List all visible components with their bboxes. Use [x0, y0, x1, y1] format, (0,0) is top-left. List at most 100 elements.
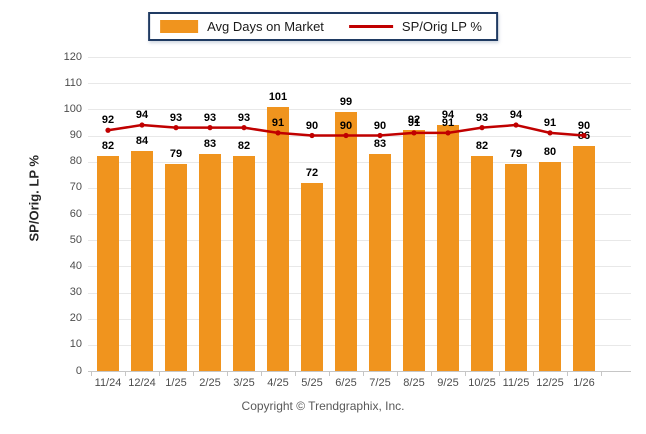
bar-value-label: 101 [268, 90, 288, 103]
bar-value-label: 80 [543, 145, 557, 158]
y-tick-label: 60 [69, 207, 82, 220]
gridline [88, 161, 631, 163]
bar-value-label: 79 [169, 148, 183, 161]
x-tick-mark [193, 372, 194, 376]
bar-value-label: 84 [135, 135, 149, 148]
line-value-label: 90 [339, 119, 353, 132]
x-axis-label: 8/25 [403, 377, 425, 389]
line-point [513, 122, 519, 128]
line-point [241, 125, 247, 131]
x-axis-label: 12/24 [128, 377, 156, 389]
gridline [88, 57, 631, 58]
line-value-label: 93 [169, 111, 183, 124]
line-series-label: SP/Orig LP % [401, 19, 482, 34]
bar-3/25 [233, 156, 255, 371]
gridline [88, 214, 631, 215]
x-tick-mark [397, 372, 398, 376]
line-value-label: 93 [203, 111, 217, 124]
x-tick-mark [261, 372, 262, 376]
x-axis-line [88, 371, 631, 372]
bar-value-label: 92 [407, 114, 421, 127]
line-point [411, 130, 417, 136]
line-value-label: 92 [101, 114, 115, 127]
line-series-swatch-icon [348, 25, 393, 28]
gridline [88, 109, 631, 111]
x-axis-label: 3/25 [233, 377, 255, 389]
bar-value-label: 82 [101, 140, 115, 153]
x-axis-label: 9/25 [437, 377, 459, 389]
y-tick-label: 100 [63, 102, 82, 115]
x-tick-mark [465, 372, 466, 376]
line-point [581, 132, 587, 139]
gridline [88, 292, 631, 294]
x-tick-mark [295, 372, 296, 376]
x-axis-label: 2/25 [199, 377, 221, 389]
bar-1/25 [165, 164, 187, 371]
gridline [88, 318, 631, 320]
bar-value-label: 82 [475, 140, 489, 153]
bar-6/25 [335, 111, 357, 371]
line-value-label: 94 [509, 109, 523, 122]
x-axis-label: 4/25 [267, 377, 289, 389]
line-point [173, 125, 179, 131]
y-tick-label: 40 [69, 259, 82, 272]
bar-8/25 [403, 130, 425, 371]
y-tick-label: 30 [69, 286, 82, 298]
x-axis-label: 12/25 [536, 377, 564, 389]
gridline [88, 266, 631, 268]
line-value-label: 90 [305, 119, 319, 132]
x-tick-mark [159, 372, 160, 376]
gridline [88, 344, 631, 346]
line-point [309, 132, 315, 139]
bar-2/25 [199, 153, 221, 371]
x-tick-mark [363, 372, 364, 376]
y-tick-label: 50 [69, 233, 82, 246]
x-axis-label: 7/25 [369, 377, 391, 389]
bar-value-label: 72 [305, 166, 319, 179]
x-axis-label: 6/25 [335, 377, 357, 389]
line-point [377, 132, 383, 139]
bar-5/25 [301, 182, 323, 371]
line-point [207, 125, 213, 131]
line-point [343, 132, 349, 139]
line-point [479, 125, 485, 131]
bar-series-label: Avg Days on Market [207, 19, 324, 34]
line-value-label: 91 [441, 116, 455, 129]
gridline [88, 240, 631, 242]
bar-value-label: 94 [441, 109, 455, 122]
line-value-label: 94 [135, 109, 149, 122]
line-value-label: 91 [271, 116, 285, 129]
y-tick-label: 10 [69, 338, 82, 351]
line-value-label: 93 [237, 111, 251, 124]
bar-11/25 [505, 164, 527, 371]
y-tick-label: 70 [69, 181, 82, 194]
x-tick-mark [499, 372, 500, 376]
bar-4/25 [267, 106, 289, 371]
copyright-text: Copyright © Trendgraphix, Inc. [241, 399, 405, 413]
chart-legend: Avg Days on Market SP/Orig LP % [148, 12, 498, 41]
x-tick-mark [329, 372, 330, 376]
line-point [105, 127, 111, 133]
bar-value-label: 83 [373, 137, 387, 150]
y-tick-label: 120 [63, 50, 82, 63]
bar-value-label: 99 [339, 95, 353, 108]
y-tick-label: 80 [69, 155, 82, 168]
line-value-label: 91 [543, 116, 557, 129]
y-tick-label: 0 [75, 364, 82, 377]
x-tick-mark [125, 372, 126, 376]
x-axis-label: 5/25 [301, 377, 323, 389]
x-axis-label: 11/25 [502, 377, 530, 389]
bar-7/25 [369, 153, 391, 371]
line-point [547, 130, 553, 136]
line-value-label: 90 [373, 119, 387, 132]
x-axis-label: 10/25 [468, 377, 496, 389]
bar-11/24 [97, 156, 119, 371]
bar-10/25 [471, 156, 493, 371]
x-tick-mark [533, 372, 534, 376]
x-tick-mark [91, 372, 92, 376]
line-value-label: 93 [475, 111, 489, 124]
x-axis-label: 11/24 [94, 377, 122, 389]
y-tick-label: 20 [69, 312, 82, 325]
bar-12/24 [131, 151, 153, 371]
